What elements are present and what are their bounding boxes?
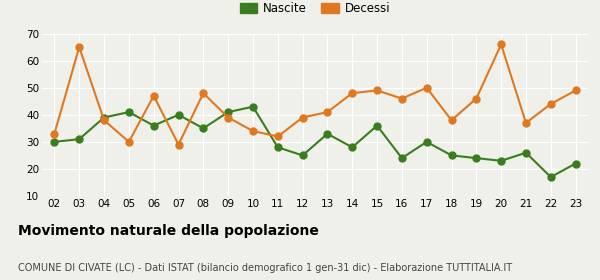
- Decessi: [448, 118, 455, 122]
- Nascite: [349, 146, 356, 149]
- Decessi: [523, 121, 530, 125]
- Nascite: [76, 137, 83, 141]
- Nascite: [100, 116, 107, 119]
- Nascite: [473, 157, 480, 160]
- Decessi: [125, 140, 133, 144]
- Nascite: [224, 110, 232, 114]
- Decessi: [76, 45, 83, 49]
- Decessi: [423, 86, 430, 89]
- Nascite: [547, 175, 554, 179]
- Decessi: [200, 92, 207, 95]
- Text: COMUNE DI CIVATE (LC) - Dati ISTAT (bilancio demografico 1 gen-31 dic) - Elabora: COMUNE DI CIVATE (LC) - Dati ISTAT (bila…: [18, 263, 512, 273]
- Decessi: [274, 135, 281, 138]
- Line: Nascite: Nascite: [51, 103, 579, 181]
- Decessi: [100, 118, 107, 122]
- Nascite: [398, 157, 406, 160]
- Nascite: [250, 105, 257, 108]
- Decessi: [250, 129, 257, 133]
- Nascite: [150, 124, 157, 127]
- Nascite: [523, 151, 530, 154]
- Decessi: [51, 132, 58, 136]
- Decessi: [349, 92, 356, 95]
- Nascite: [299, 154, 306, 157]
- Decessi: [497, 43, 505, 46]
- Nascite: [274, 146, 281, 149]
- Decessi: [324, 110, 331, 114]
- Decessi: [373, 89, 380, 92]
- Nascite: [572, 162, 579, 165]
- Nascite: [448, 154, 455, 157]
- Nascite: [423, 140, 430, 144]
- Text: Movimento naturale della popolazione: Movimento naturale della popolazione: [18, 224, 319, 238]
- Nascite: [373, 124, 380, 127]
- Line: Decessi: Decessi: [51, 41, 579, 148]
- Decessi: [299, 116, 306, 119]
- Decessi: [547, 102, 554, 106]
- Nascite: [497, 159, 505, 162]
- Nascite: [175, 113, 182, 116]
- Nascite: [51, 140, 58, 144]
- Nascite: [200, 127, 207, 130]
- Decessi: [572, 89, 579, 92]
- Decessi: [224, 116, 232, 119]
- Nascite: [324, 132, 331, 136]
- Decessi: [175, 143, 182, 146]
- Decessi: [150, 94, 157, 97]
- Decessi: [473, 97, 480, 100]
- Nascite: [125, 110, 133, 114]
- Legend: Nascite, Decessi: Nascite, Decessi: [235, 0, 395, 20]
- Decessi: [398, 97, 406, 100]
